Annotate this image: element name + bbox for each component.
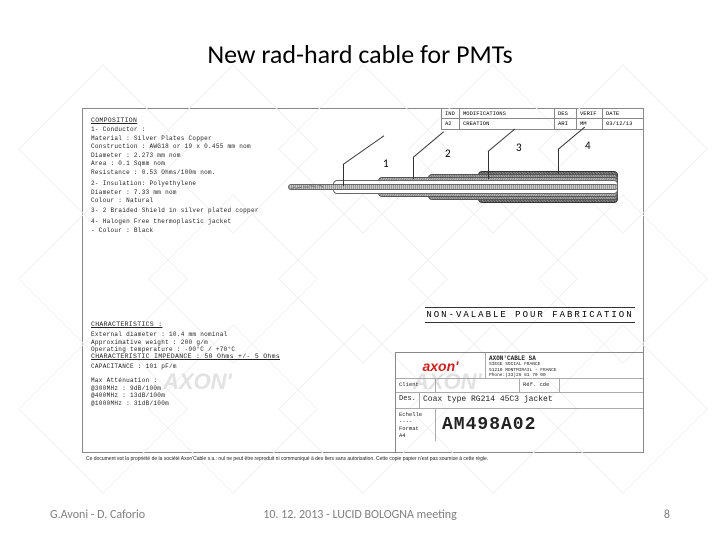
comp-4-num: 4- bbox=[91, 218, 99, 225]
impedance-block: CHARACTERISTIC IMPEDANCE : 50 Ohms +/- 5… bbox=[91, 353, 291, 371]
att-1: @300MHz : 9dB/100m bbox=[91, 385, 291, 393]
address-cell: AXON'CABLE SA SIEGE SOCIAL FRANCE 51210 … bbox=[486, 353, 643, 378]
slide-title: New rad-hard cable for PMTs bbox=[0, 38, 720, 70]
comp-2-num: 2- bbox=[91, 180, 99, 187]
callout-line-4b bbox=[558, 127, 585, 150]
att-2: @400MHz : 13dB/100m bbox=[91, 392, 291, 400]
composition-heading: COMPOSITION bbox=[91, 117, 276, 125]
callout-line-3b bbox=[488, 129, 515, 152]
callout-line-2 bbox=[413, 157, 414, 179]
comp-1-l1: Material : Silver Plates Copper bbox=[91, 135, 276, 143]
addr-3: Phone:(33)26 81 70 00 bbox=[489, 373, 640, 378]
callout-line-3 bbox=[488, 151, 489, 179]
footer-page: 8 bbox=[664, 508, 670, 522]
rev-des: ARI bbox=[555, 119, 576, 129]
comp-1-l2: Construction : AWG18 or 19 x 0.455 mm no… bbox=[91, 143, 276, 151]
rev-h-date: DATE bbox=[603, 109, 643, 119]
fabrication-banner: NON-VALABLE POUR FABRICATION bbox=[425, 307, 635, 323]
callout-1: 1 bbox=[383, 157, 389, 170]
callout-line-4 bbox=[558, 149, 559, 174]
comp-4-l1: - Colour : Black bbox=[91, 227, 276, 235]
characteristics-block: CHARACTERISTICS : External diameter : 10… bbox=[91, 321, 291, 354]
comp-1-l5: Resistance : 0.53 Ohms/100m nom. bbox=[91, 169, 276, 177]
comp-3-num: 3- bbox=[91, 207, 99, 214]
cable-conductor bbox=[288, 184, 618, 190]
title-block: axon' AXON'CABLE SA SIEGE SOCIAL FRANCE … bbox=[395, 352, 643, 452]
rev-h-verif: VERIF bbox=[577, 109, 602, 119]
rev-h-des: DES bbox=[555, 109, 576, 119]
footer-meeting: 10. 12. 2013 - LUCID BOLOGNA meeting bbox=[0, 508, 720, 522]
rev-verif: MM bbox=[577, 119, 602, 129]
cable-description: Coax type RG214 45C3 jacket bbox=[420, 393, 643, 408]
callout-line-2b bbox=[413, 131, 444, 157]
technical-drawing: AXON' AXON' COMPOSITION 1- Conductor : M… bbox=[82, 108, 644, 453]
client-value bbox=[436, 379, 520, 392]
logo-text: axon bbox=[422, 358, 455, 374]
imp-1: CAPACITANCE : 101 pF/m bbox=[91, 363, 291, 371]
drawing-caption: Ce document est la propriété de la socié… bbox=[86, 456, 488, 462]
att-3: @1000MHz : 31dB/100m bbox=[91, 400, 291, 408]
ref-label: Réf. cde bbox=[520, 379, 560, 392]
callout-2: 2 bbox=[445, 147, 451, 160]
callout-3: 3 bbox=[516, 141, 522, 154]
comp-1-num: 1- bbox=[91, 126, 99, 133]
comp-2-l1: Diameter : 7.33 mm nom bbox=[91, 189, 276, 197]
logo-apos: ' bbox=[455, 358, 458, 374]
logo-cell: axon' bbox=[396, 353, 486, 379]
composition-block: COMPOSITION 1- Conductor : Material : Si… bbox=[91, 117, 276, 235]
part-number: AM498A02 bbox=[436, 409, 643, 441]
comp-3-name: 2 Braided Shield in silver plated copper bbox=[103, 207, 259, 214]
comp-2-l2: Colour : Natural bbox=[91, 197, 276, 205]
comp-2-name: Insulation: Polyethylene bbox=[103, 180, 197, 187]
comp-1-l4: Area : 0.1 Sqmm nom bbox=[91, 160, 276, 168]
cable-strands bbox=[289, 187, 323, 188]
rev-ind: A2 bbox=[442, 119, 459, 129]
callout-line-1 bbox=[343, 164, 344, 186]
desc-label: Des. bbox=[396, 393, 420, 408]
cable-illustration bbox=[278, 157, 618, 217]
rev-h-mod: MODIFICATIONS bbox=[460, 109, 554, 119]
att-head: Max Atténuation : bbox=[91, 377, 291, 385]
comp-1-l3: Diameter : 2.273 mm nom bbox=[91, 152, 276, 160]
scale-value: ---- bbox=[399, 418, 432, 425]
format-value: A4 bbox=[399, 432, 432, 439]
imp-head: CHARACTERISTIC IMPEDANCE : 50 Ohms +/- 5… bbox=[91, 353, 291, 361]
char-1: External diameter : 10.4 mm nominal bbox=[91, 331, 291, 339]
comp-1-name: Conductor : bbox=[103, 126, 146, 133]
comp-4-name: Halogen Free thermoplastic jacket bbox=[103, 218, 232, 225]
rev-date: 03/12/13 bbox=[603, 119, 643, 129]
char-head: CHARACTERISTICS : bbox=[91, 321, 291, 329]
client-label: Client bbox=[396, 379, 436, 392]
rev-h-ind: IND bbox=[442, 109, 459, 119]
char-2: Approximative weight : 200 g/m bbox=[91, 339, 291, 347]
callout-4: 4 bbox=[585, 139, 591, 152]
attenuation-block: Max Atténuation : @300MHz : 9dB/100m @40… bbox=[91, 377, 291, 407]
revision-table: IND A2 MODIFICATIONS CREATION DES ARI VE… bbox=[441, 109, 643, 130]
ref-value bbox=[560, 379, 643, 392]
format-label: Format bbox=[399, 425, 432, 432]
rev-mod: CREATION bbox=[460, 119, 554, 129]
scale-label: Echelle bbox=[399, 411, 432, 418]
